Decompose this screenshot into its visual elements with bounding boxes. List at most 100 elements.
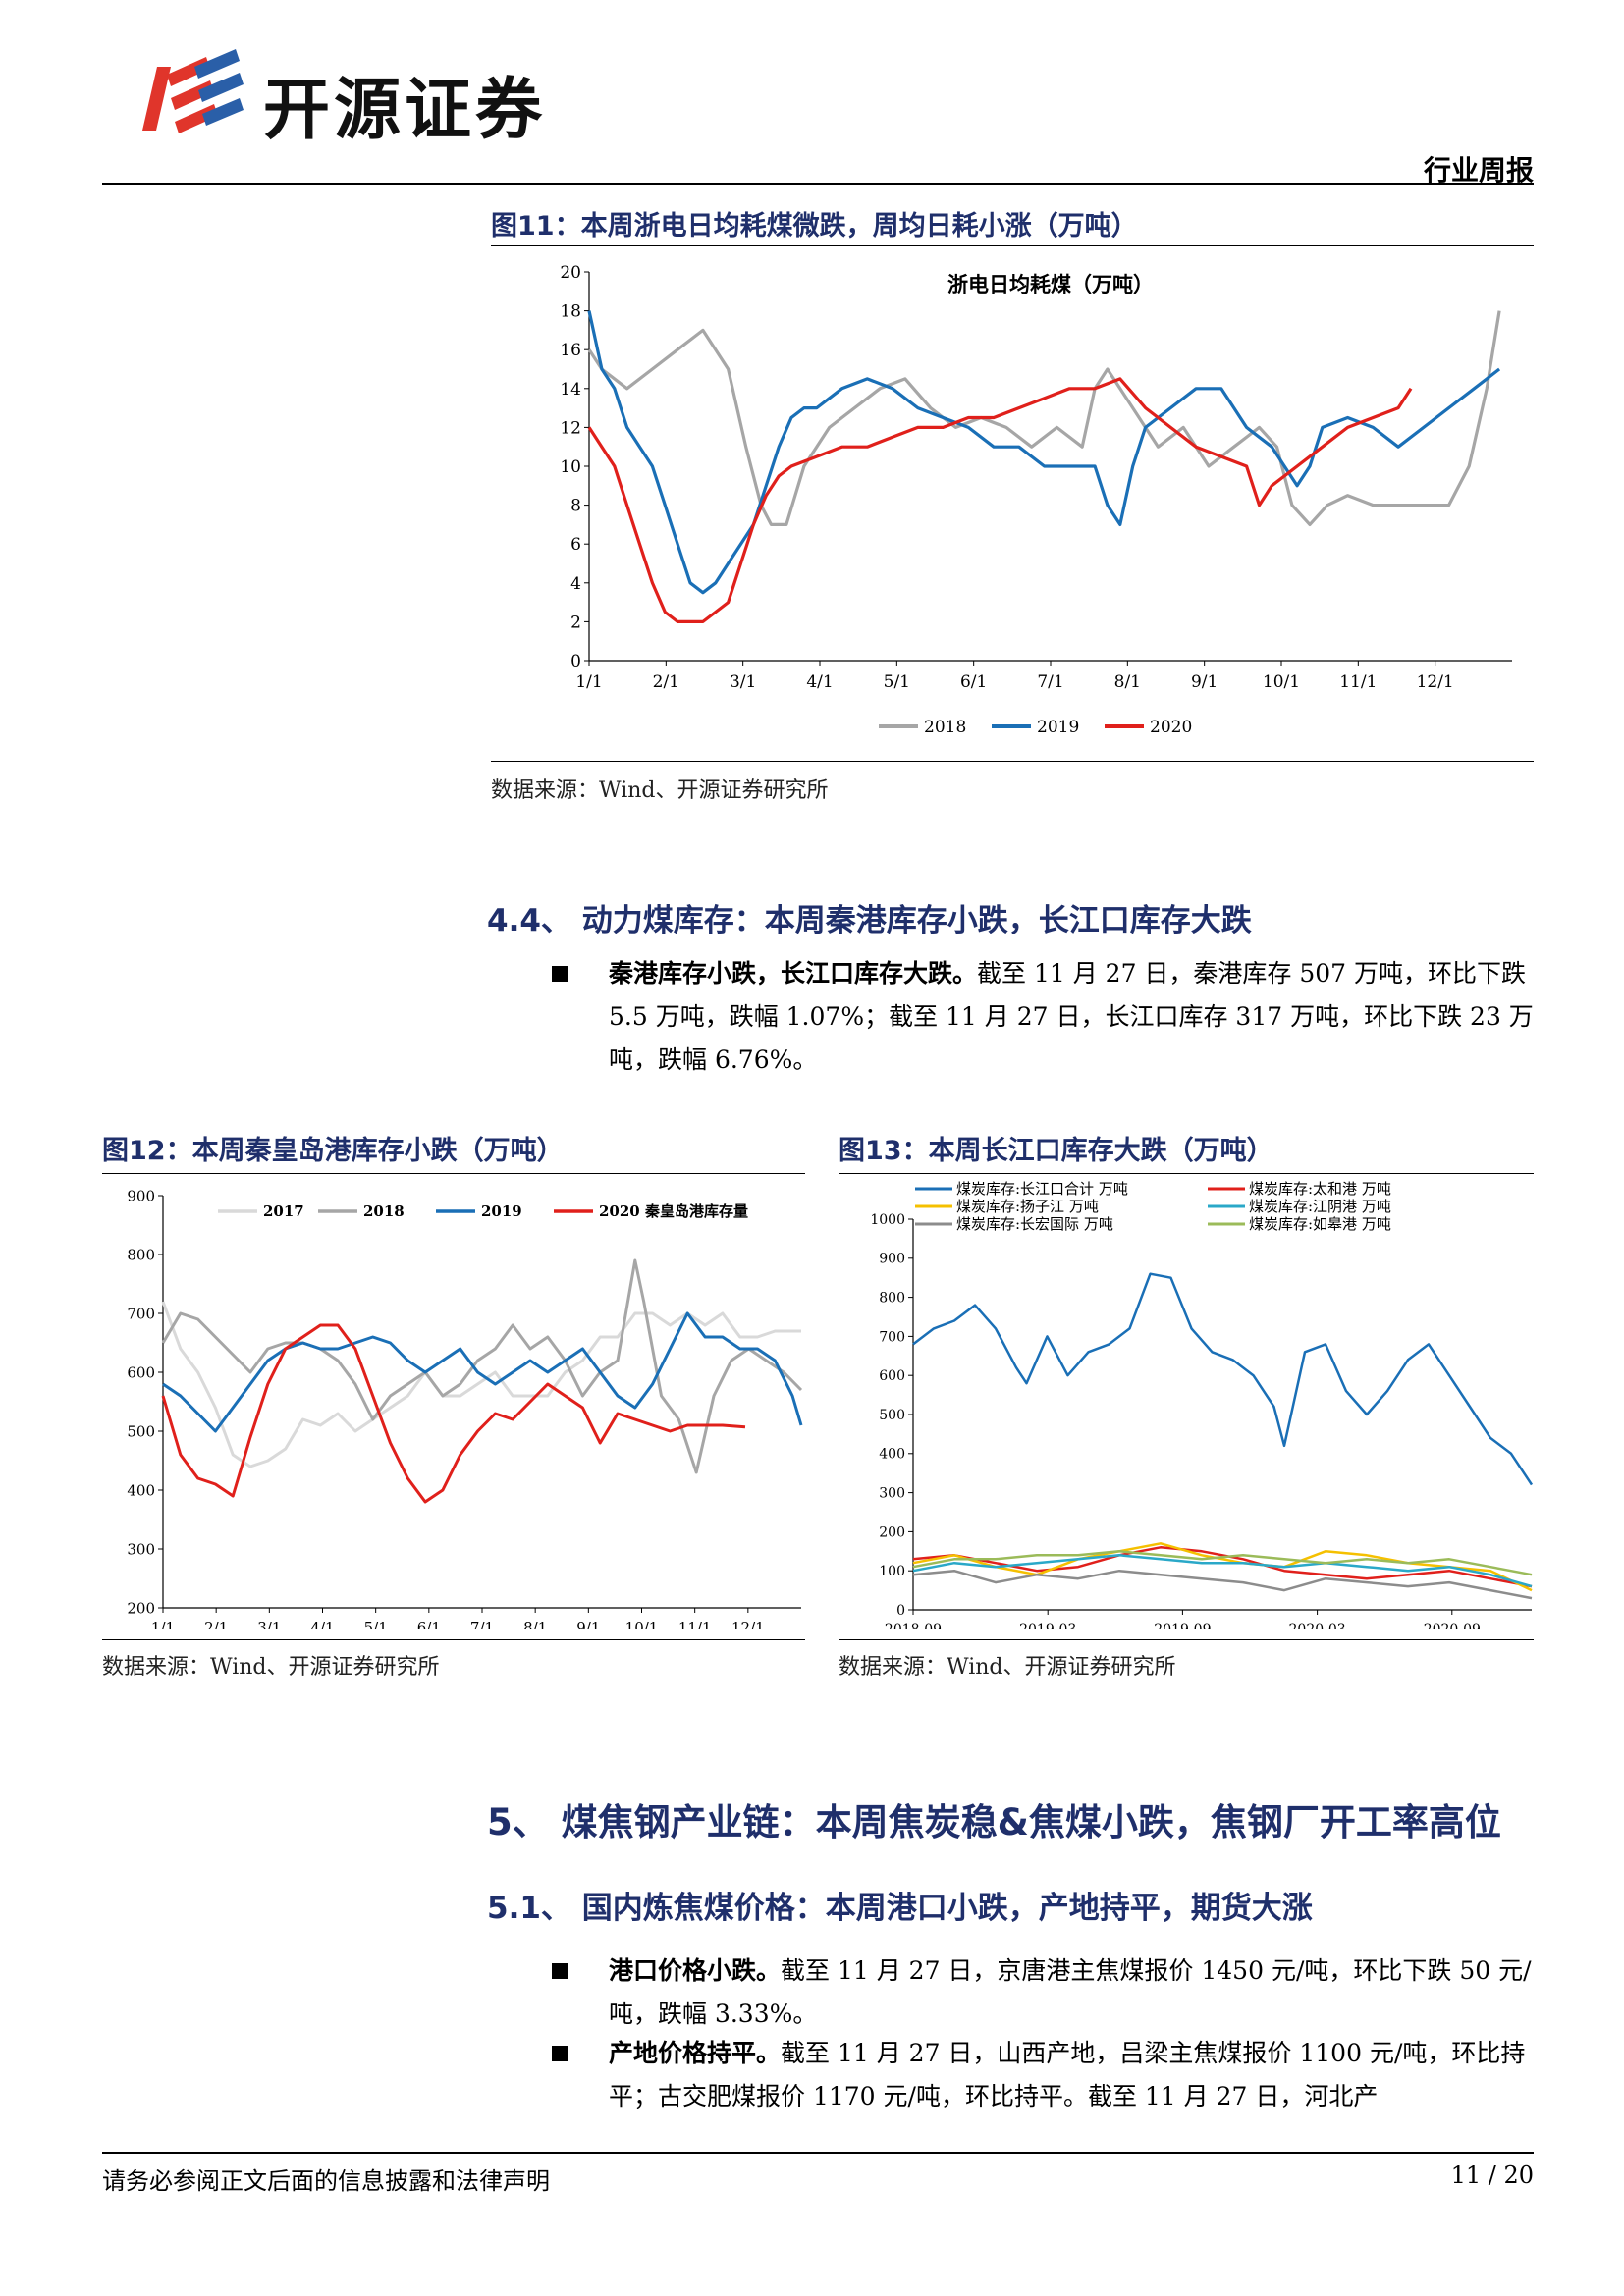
bullet-1-bold: 港口价格小跌。 xyxy=(609,1956,782,1985)
fig11-chart: 0 2 4 6 8 10 12 14 16 18 20 1/1 2/1 3/1 4/1 5/1 6/1 7/1 8/… xyxy=(560,263,1512,737)
y-tick-label: 100 xyxy=(879,1564,905,1579)
series-line xyxy=(912,1542,1533,1592)
y-tick-label: 200 xyxy=(879,1524,905,1540)
x-tick-label: 10/1 xyxy=(625,1619,659,1629)
fig11-bottom-rule xyxy=(491,761,1534,762)
fig11-title: 图11：本周浙电日均耗煤微跌，周均日耗小涨（万吨） xyxy=(491,211,1138,241)
y-tick-label: 500 xyxy=(879,1408,905,1423)
x-tick-label: 7/1 xyxy=(1037,672,1063,692)
y-tick-label: 800 xyxy=(127,1246,155,1263)
y-tick-label: 700 xyxy=(127,1305,155,1322)
logo-mark-icon xyxy=(142,49,244,133)
section-5-1-bullet-1: 港口价格小跌。截至 11 月 27 日，京唐港主焦煤报价 1450 元/吨，环比… xyxy=(609,1949,1534,2036)
fig13-title: 图13：本周长江口库存大跌（万吨） xyxy=(839,1136,1273,1166)
y-tick-label: 500 xyxy=(127,1422,155,1440)
x-tick-label: 9/1 xyxy=(576,1619,600,1629)
y-tick-label: 600 xyxy=(127,1363,155,1381)
x-tick-label: 1/1 xyxy=(575,672,602,692)
fig11-top-rule xyxy=(491,245,1534,246)
x-tick-label: 2019-03 xyxy=(1019,1622,1076,1629)
series-line xyxy=(912,1550,1533,1576)
x-tick-label: 5/1 xyxy=(364,1619,388,1629)
x-tick-label: 11/1 xyxy=(1339,672,1377,692)
bullet-2-text: 截至 11 月 27 日，山西产地，吕梁主焦煤报价 1100 元/吨，环比持平；… xyxy=(609,2039,1526,2110)
y-tick-label: 18 xyxy=(560,302,581,322)
page-number: 11 / 20 xyxy=(1450,2162,1534,2189)
series-line xyxy=(912,1546,1533,1588)
legend-label: 2017 xyxy=(263,1202,304,1220)
legend-label: 2020 秦皇岛港库存量 xyxy=(599,1202,748,1220)
y-tick-label: 1000 xyxy=(870,1212,905,1228)
bullet-2-bold: 产地价格持平。 xyxy=(609,2039,782,2067)
fig12-chart: 200 300 400 500 600 700 800 900 1/1 2/1 3/1 4/1 5/1 6… xyxy=(127,1187,803,1629)
series-line xyxy=(587,310,1501,595)
y-tick-label: 300 xyxy=(879,1486,905,1502)
y-tick-label: 0 xyxy=(570,652,581,671)
fig13-chart: 0 100 200 300 400 500 600 700 800 900 1000 2018-09 2… xyxy=(870,1180,1534,1629)
bullet-marker xyxy=(552,1963,568,1979)
x-tick-label: 6/1 xyxy=(417,1619,441,1629)
series-line xyxy=(162,1311,803,1433)
fig12-title: 图12：本周秦皇岛港库存小跌（万吨） xyxy=(102,1136,564,1166)
y-tick-label: 4 xyxy=(570,574,581,594)
y-tick-label: 14 xyxy=(560,380,581,400)
x-tick-label: 8/1 xyxy=(523,1619,547,1629)
x-tick-label: 2/1 xyxy=(204,1619,228,1629)
y-tick-label: 2 xyxy=(570,613,581,632)
fig13-source: 数据来源：Wind、开源证券研究所 xyxy=(839,1655,1176,1680)
series-line xyxy=(587,310,1501,526)
fig11-source: 数据来源：Wind、开源证券研究所 xyxy=(491,778,829,803)
x-tick-label: 2020-03 xyxy=(1289,1622,1346,1629)
x-tick-label: 12/1 xyxy=(731,1619,765,1629)
y-tick-label: 400 xyxy=(879,1447,905,1463)
x-tick-label: 3/1 xyxy=(730,672,756,692)
fig12-bottom-rule xyxy=(102,1639,805,1640)
y-tick-label: 0 xyxy=(896,1603,905,1619)
section-5-1-bullet-2: 产地价格持平。截至 11 月 27 日，山西产地，吕梁主焦煤报价 1100 元/… xyxy=(609,2032,1534,2118)
x-tick-label: 2/1 xyxy=(653,672,679,692)
chart-title: 浙电日均耗煤（万吨） xyxy=(947,272,1154,296)
fig12-top-rule xyxy=(102,1173,805,1174)
y-tick-label: 600 xyxy=(879,1368,905,1384)
series-line xyxy=(161,1258,803,1474)
y-tick-label: 900 xyxy=(879,1252,905,1267)
x-tick-label: 10/1 xyxy=(1263,672,1300,692)
y-tick-label: 700 xyxy=(879,1329,905,1345)
legend-label: 煤炭库存:太和港 万吨 xyxy=(1249,1180,1391,1198)
section-4-4-text: 截至 11 月 27 日，秦港库存 507 万吨，环比下跌 5.5 万吨，跌幅 … xyxy=(609,959,1534,1074)
fig12-source: 数据来源：Wind、开源证券研究所 xyxy=(102,1655,440,1680)
y-tick-label: 10 xyxy=(560,457,581,477)
y-tick-label: 300 xyxy=(127,1540,155,1558)
legend-label: 煤炭库存:如皋港 万吨 xyxy=(1249,1215,1391,1233)
legend-label: 2019 xyxy=(1037,718,1079,737)
bullet-marker xyxy=(552,2046,568,2061)
y-tick-label: 900 xyxy=(127,1187,155,1204)
legend-label: 煤炭库存:扬子江 万吨 xyxy=(956,1198,1099,1215)
x-tick-label: 6/1 xyxy=(960,672,987,692)
x-tick-label: 4/1 xyxy=(310,1619,334,1629)
y-tick-label: 400 xyxy=(127,1481,155,1499)
x-tick-label: 1/1 xyxy=(151,1619,175,1629)
x-tick-label: 11/1 xyxy=(678,1619,712,1629)
series-line xyxy=(912,1554,1533,1588)
legend-label: 煤炭库存:长宏国际 万吨 xyxy=(956,1215,1113,1233)
y-tick-label: 8 xyxy=(570,497,581,516)
legend-label: 2018 xyxy=(363,1202,405,1220)
series-line xyxy=(912,1569,1533,1600)
y-tick-label: 200 xyxy=(127,1599,155,1617)
footer-disclaimer: 请务必参阅正文后面的信息披露和法律声明 xyxy=(102,2167,550,2195)
bullet-marker xyxy=(552,966,568,982)
logo xyxy=(137,47,245,145)
series-line xyxy=(587,377,1413,623)
y-tick-label: 12 xyxy=(560,418,581,438)
y-tick-label: 6 xyxy=(570,535,581,555)
fig13-bottom-rule xyxy=(839,1639,1534,1640)
y-tick-label: 16 xyxy=(560,341,581,360)
x-tick-label: 12/1 xyxy=(1417,672,1454,692)
x-tick-label: 5/1 xyxy=(884,672,910,692)
footer-rule xyxy=(102,2152,1534,2154)
legend-label: 2019 xyxy=(481,1202,522,1220)
legend-label: 2018 xyxy=(924,718,966,737)
fig13-top-rule xyxy=(839,1173,1534,1174)
x-tick-label: 7/1 xyxy=(470,1619,494,1629)
